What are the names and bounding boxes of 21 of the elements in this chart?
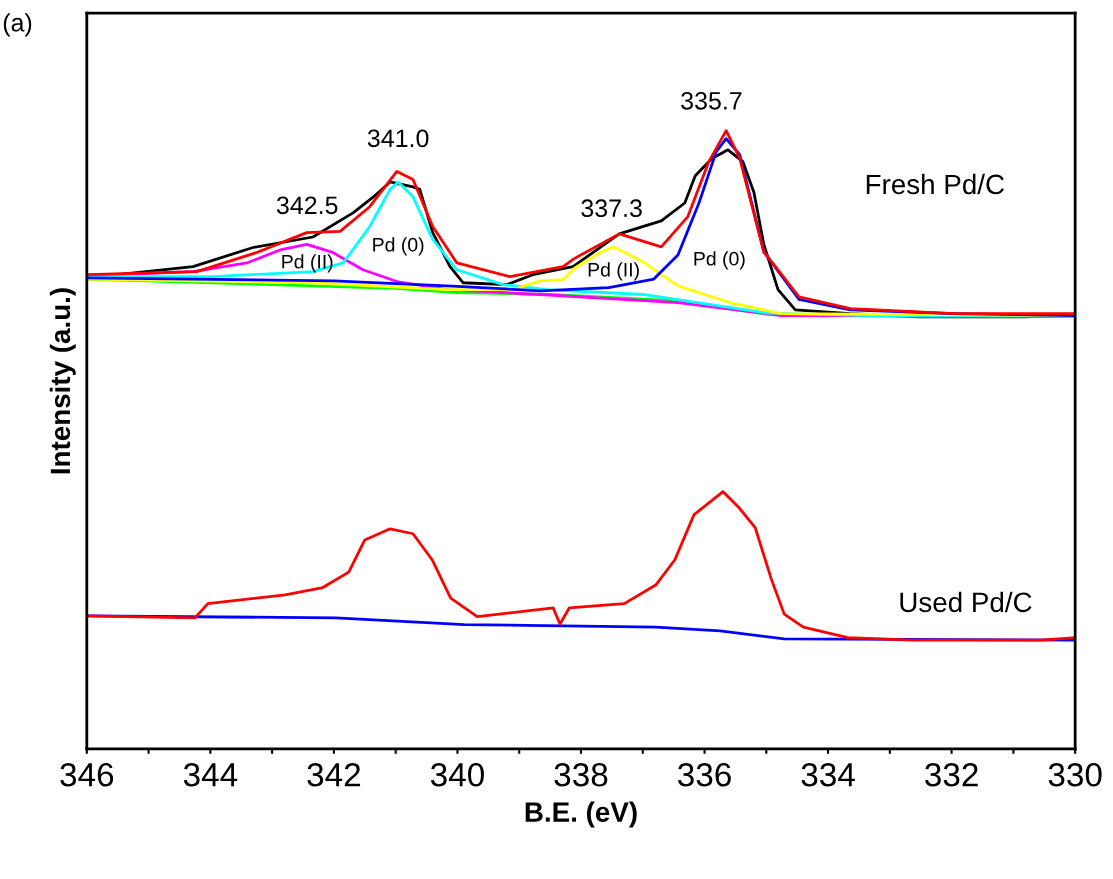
x-tick-label: 338 <box>554 762 608 787</box>
x-tick-label: 344 <box>183 762 238 787</box>
x-tick-label: 334 <box>801 762 855 787</box>
annotation: Pd (0) <box>694 251 745 270</box>
text: 335.7 <box>681 91 742 110</box>
annotation: Used Pd/C <box>900 591 1032 613</box>
annotation: Fresh Pd/C <box>866 173 1004 195</box>
x-axis-title: B.E. (eV) <box>525 801 637 828</box>
x-tick-label: 330 <box>1048 762 1102 787</box>
x-tick-label: 332 <box>925 762 978 787</box>
annotation: 342.5 <box>276 196 338 215</box>
annotation: Pd (II) <box>588 262 639 281</box>
annotation: 341.0 <box>367 129 429 148</box>
x-tick-label: 342 <box>307 762 361 787</box>
text: (a) <box>3 13 32 37</box>
x-tick-label: 340 <box>430 762 484 787</box>
y-axis-title: Intensity (a.u.) <box>49 288 76 474</box>
annotation: 337.3 <box>581 199 642 218</box>
x-tick-label: 346 <box>60 762 114 787</box>
annotation: Pd (0) <box>373 237 424 256</box>
x-tick-label: 336 <box>678 762 731 787</box>
